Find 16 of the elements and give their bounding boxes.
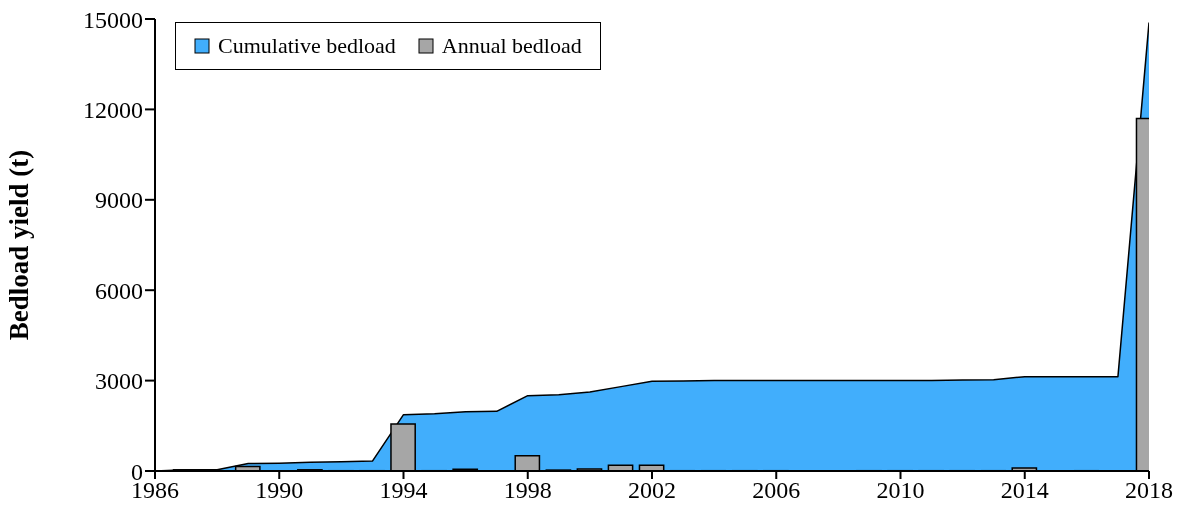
y-tick-label: 3000 bbox=[95, 368, 143, 395]
x-tick-label: 2010 bbox=[876, 477, 925, 504]
x-tick-label: 1998 bbox=[503, 477, 552, 504]
y-tick-label: 9000 bbox=[95, 187, 143, 214]
legend-label: Annual bedload bbox=[441, 33, 582, 59]
legend-label: Cumulative bedload bbox=[218, 33, 396, 59]
x-tick-label: 1990 bbox=[255, 477, 304, 504]
x-tick-label: 1994 bbox=[379, 477, 428, 504]
x-tick-label: 2006 bbox=[752, 477, 801, 504]
x-tick-label: 2018 bbox=[1125, 477, 1173, 504]
y-tick-label: 15000 bbox=[83, 6, 143, 33]
y-tick-label: 12000 bbox=[83, 96, 143, 123]
y-axis-title: Bedload yield (t) bbox=[3, 149, 34, 341]
y-tick-label: 6000 bbox=[95, 277, 143, 304]
x-tick-label: 2002 bbox=[628, 477, 676, 504]
x-tick-label: 2014 bbox=[1000, 477, 1049, 504]
